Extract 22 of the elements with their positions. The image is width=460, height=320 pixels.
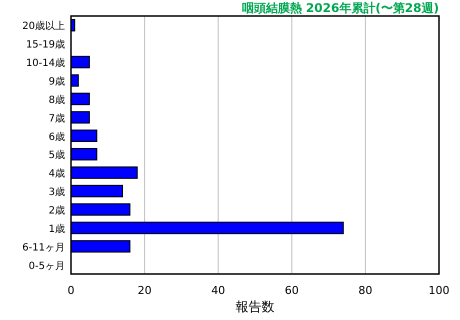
y-tick-label: 3歳 [48,186,65,198]
y-tick-label: 5歳 [48,149,65,162]
y-tick-label: 6-11ヶ月 [22,242,65,254]
x-tick-label: 40 [211,284,226,297]
y-tick-label: 8歳 [48,94,65,106]
y-tick-label: 1歳 [48,222,65,235]
y-tick-label: 4歳 [48,168,65,180]
y-tick-label: 0-5ヶ月 [28,260,65,272]
y-tick-label: 9歳 [48,76,65,88]
y-tick-label: 10-14歳 [26,57,65,70]
chart-title: 咽頭結膜熱 2026年累計(〜第28週) [242,1,439,15]
y-tick-label: 6歳 [48,130,65,143]
x-tick-label: 20 [138,284,152,297]
x-tick-label: 100 [428,284,450,297]
y-tick-label: 7歳 [48,112,65,124]
y-tick-label: 15-19歳 [26,38,65,51]
y-tick-label: 20歳以上 [22,20,65,32]
x-axis-title: 報告数 [236,300,274,315]
x-tick-label: 0 [68,284,74,297]
y-tick-label: 2歳 [48,204,65,216]
x-tick-label: 80 [358,284,372,297]
x-tick-label: 60 [284,284,299,297]
